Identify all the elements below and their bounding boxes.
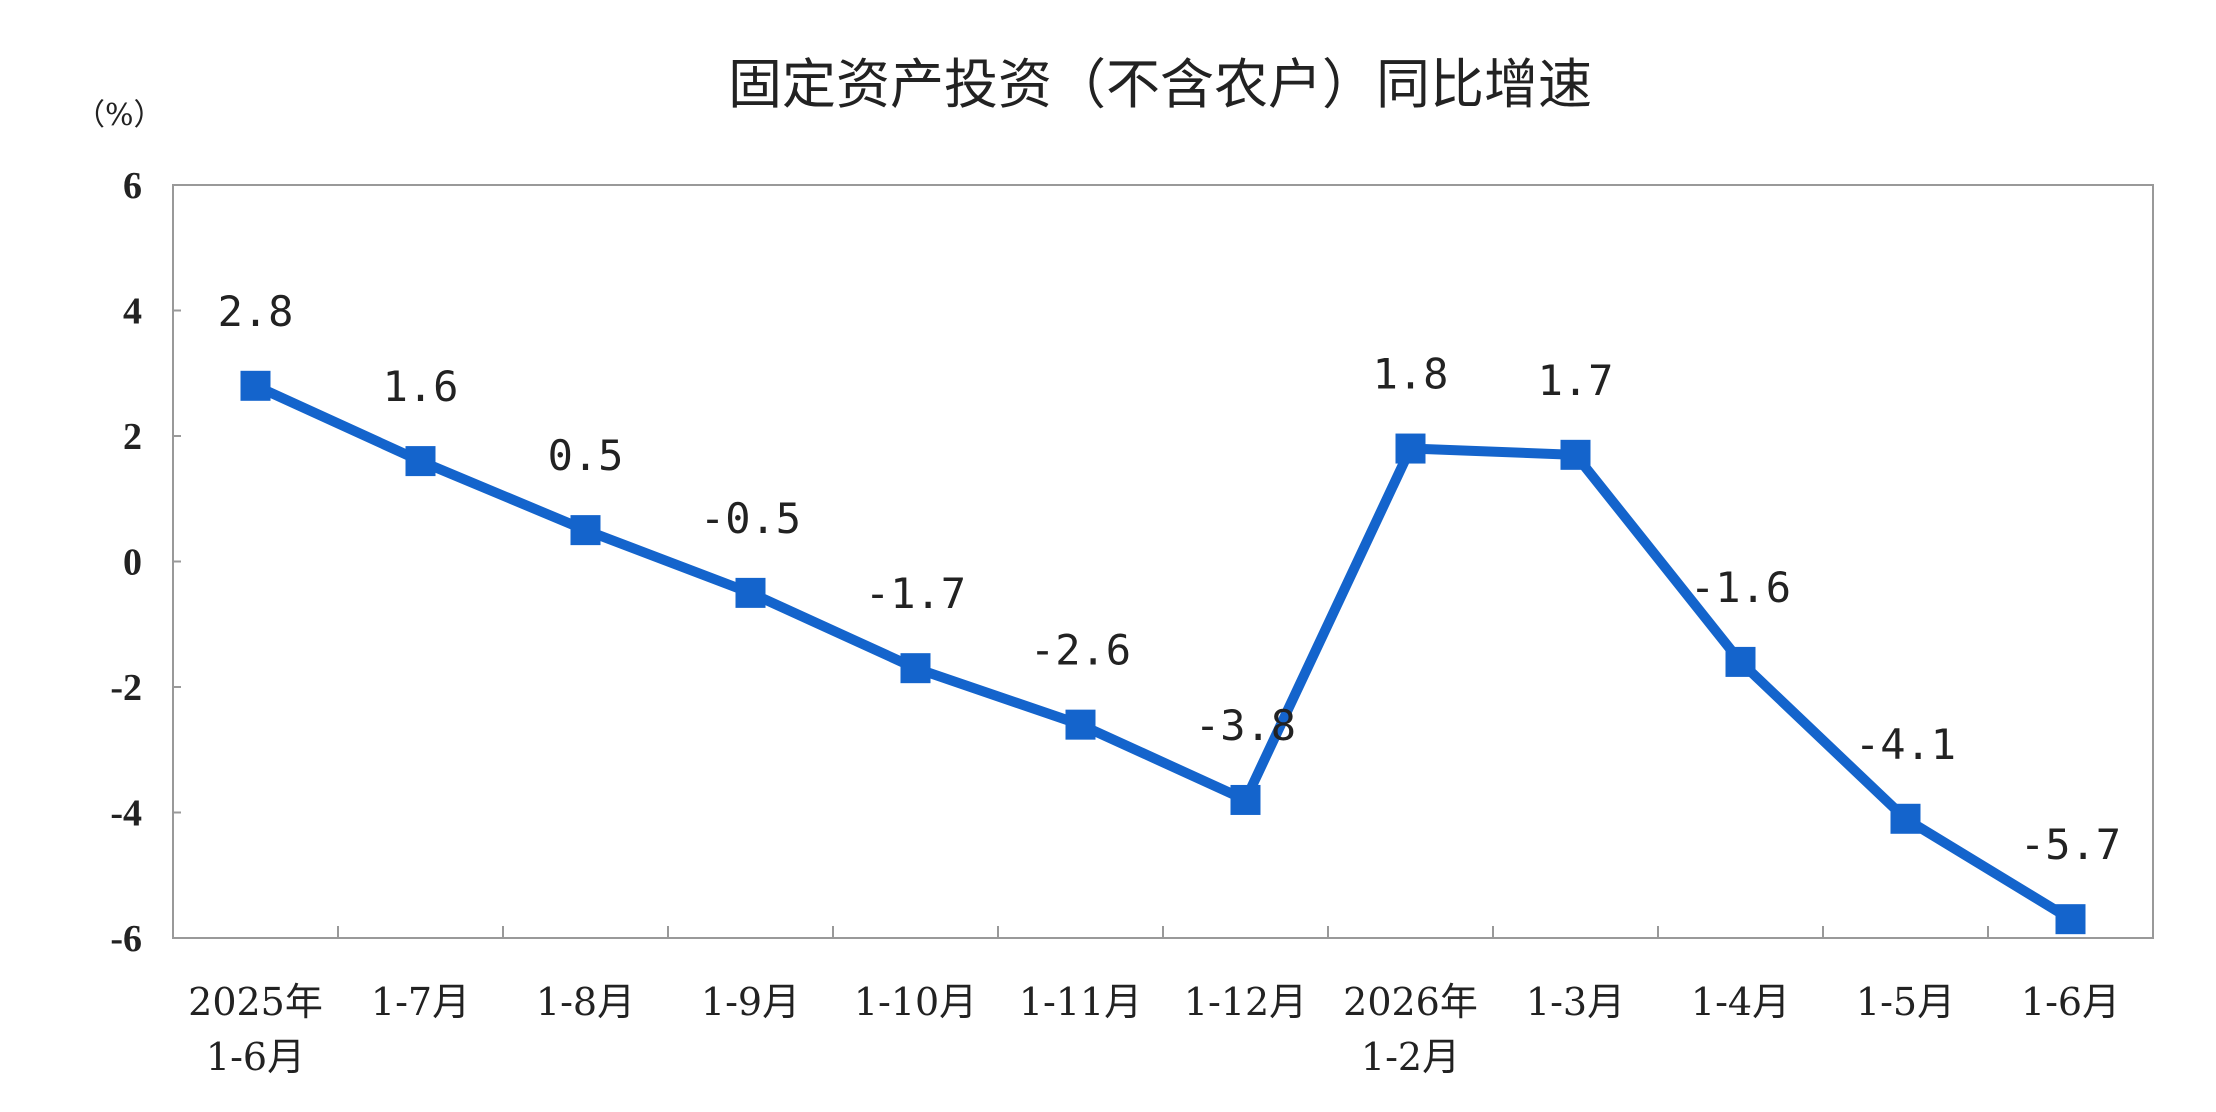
y-axis-labels: 6 4 2 0 -2 -4 -6 [110,165,181,960]
x-tick-label: 1-5月 [1856,980,1955,1024]
x-tick-label: 1-2月 [1361,1035,1460,1079]
data-point-marker [2055,904,2086,935]
y-tick-label: 2 [123,416,142,458]
data-point-marker [900,653,931,684]
x-axis-ticks [337,926,1989,938]
x-tick-label: 1-6月 [2021,980,2120,1024]
data-label: -2.6 [1030,626,1131,675]
x-tick-label: 1-10月 [854,980,977,1024]
data-point-marker [1065,709,1096,740]
x-tick-label: 1-7月 [371,980,470,1024]
x-tick-label: 1-8月 [536,980,635,1024]
x-tick-label: 1-3月 [1526,980,1625,1024]
y-tick-label: 6 [123,165,142,207]
data-label: -3.8 [1195,701,1296,750]
data-point-marker [570,515,601,546]
data-label: 1.6 [383,362,459,411]
data-label: -5.7 [2020,820,2121,869]
data-label: -1.7 [865,569,966,618]
series-line [253,381,2074,924]
x-tick-label: 1-9月 [701,980,800,1024]
data-point-marker [1560,439,1591,470]
x-tick-label: 2025年 [188,980,323,1024]
data-labels: 2.8 1.6 0.5 -0.5 -1.7 -2.6 -3.8 1.8 1.7 -1.6 -4.1 -… [218,287,2122,869]
y-tick-label: 0 [123,542,142,584]
data-point-marker [1230,784,1261,815]
data-point-marker [1725,646,1756,677]
x-tick-label: 1-11月 [1019,980,1142,1024]
data-point-marker [240,370,271,401]
data-label: -0.5 [700,494,801,543]
data-label: 1.8 [1373,350,1449,399]
series-markers [240,370,2086,935]
unit-label: （%） [75,98,164,133]
data-point-marker [1395,433,1426,464]
data-label: 0.5 [548,431,624,480]
chart-title: 固定资产投资（不含农户）同比增速 [728,53,1592,116]
data-point-marker [405,446,436,477]
x-axis-labels: 2025年 1-6月 1-7月 1-8月 1-9月 1-10月 1-11月 1-12月 2026… [188,980,2120,1079]
data-point-marker [1890,803,1921,834]
x-tick-label: 2026年 [1343,980,1478,1024]
y-tick-label: -6 [110,918,142,960]
y-tick-label: 4 [123,291,142,333]
data-point-marker [735,577,766,608]
x-tick-label: 1-12月 [1184,980,1307,1024]
x-tick-label: 1-6月 [206,1035,305,1079]
plot-area-frame [172,184,2154,939]
data-label: -1.6 [1690,563,1791,612]
data-label: 2.8 [218,287,294,336]
x-tick-label: 1-4月 [1691,980,1790,1024]
data-label: -4.1 [1855,720,1956,769]
y-tick-label: -4 [110,793,142,835]
y-tick-label: -2 [110,667,142,709]
data-label: 1.7 [1538,356,1614,405]
